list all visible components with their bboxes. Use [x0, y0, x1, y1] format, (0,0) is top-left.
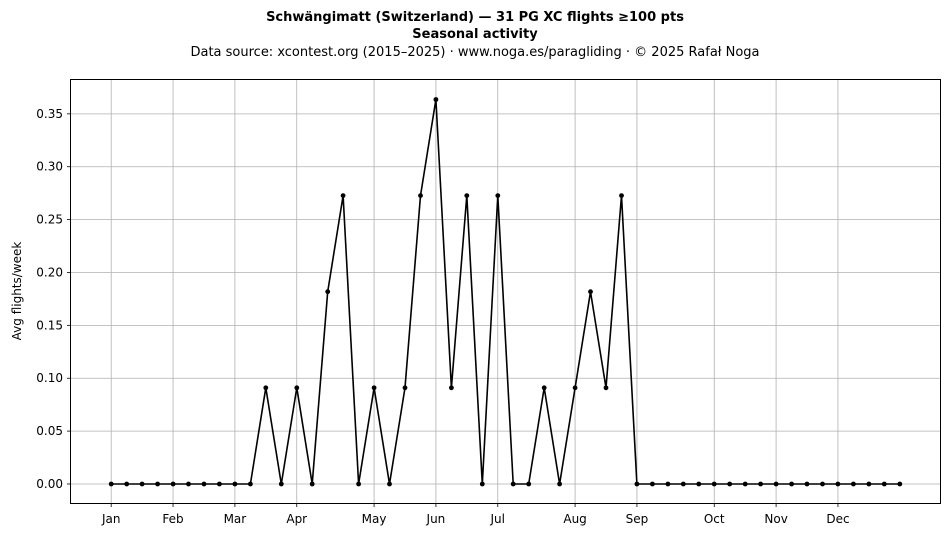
data-point [665, 481, 671, 487]
data-point [232, 481, 238, 487]
plot-frame [70, 79, 941, 504]
y-tick-label: 0.00 [36, 477, 63, 491]
data-point [727, 481, 733, 487]
data-point [851, 481, 856, 487]
data-point [773, 481, 779, 487]
data-point [479, 481, 485, 487]
data-point [170, 481, 176, 487]
y-tick-label: 0.30 [36, 160, 63, 174]
data-point [201, 481, 207, 487]
x-tick-label: Aug [563, 512, 586, 526]
x-tick-label: Nov [764, 512, 787, 526]
x-tick-label: Oct [704, 512, 725, 526]
x-tick-label: Jun [426, 512, 446, 526]
data-point [325, 289, 331, 295]
data-point [278, 481, 284, 487]
data-point [387, 481, 392, 487]
y-tick-label: 0.15 [36, 318, 63, 332]
y-tick-label: 0.35 [36, 107, 63, 121]
data-point [402, 385, 408, 391]
data-point [696, 481, 702, 487]
data-point [541, 385, 547, 391]
data-point [340, 193, 346, 199]
x-axis: Jan Feb Mar Apr May Jun Jul Aug Sep Oct Nov Dec [101, 503, 850, 526]
y-axis: 0.00 0.05 0.10 0.15 0.20 0.25 0.30 0.35 [36, 107, 71, 491]
data-point [449, 385, 454, 391]
data-point [356, 481, 361, 487]
data-point [634, 481, 640, 487]
data-point [124, 481, 130, 487]
data-point [789, 481, 794, 487]
data-point [371, 385, 377, 391]
data-point [804, 481, 810, 487]
data-point [711, 481, 717, 487]
data-point [619, 193, 624, 199]
x-tick-label: Jul [490, 512, 505, 526]
data-point [897, 481, 903, 487]
data-point [680, 481, 686, 487]
x-tick-label: Feb [162, 512, 183, 526]
chart-title: Schwängimatt (Switzerland) — 31 PG XC fl… [266, 10, 684, 25]
data-point [758, 481, 763, 487]
x-tick-label: Jan [101, 512, 121, 526]
data-point [557, 481, 562, 487]
data-point [572, 385, 578, 391]
y-tick-label: 0.20 [36, 265, 63, 279]
chart-subtitle: Seasonal activity [412, 27, 538, 42]
data-point [433, 97, 439, 102]
data-point [588, 289, 593, 295]
data-point [139, 481, 145, 487]
data-point [835, 481, 841, 487]
series-line [111, 98, 900, 485]
data-point [742, 481, 748, 487]
data-point [418, 193, 423, 199]
y-tick-label: 0.25 [36, 213, 63, 227]
data-point [217, 481, 222, 487]
data-point [526, 481, 532, 487]
y-tick-label: 0.05 [36, 424, 63, 438]
data-point [820, 481, 825, 487]
data-point [510, 481, 516, 487]
x-tick-label: Dec [826, 512, 849, 526]
data-point [186, 481, 191, 487]
data-point [155, 481, 161, 487]
x-tick-label: May [362, 512, 387, 526]
grid [71, 80, 940, 503]
data-point [881, 481, 887, 487]
x-tick-label: Sep [626, 512, 649, 526]
chart-source: Data source: xcontest.org (2015–2025) · … [190, 45, 759, 60]
data-point [495, 193, 501, 199]
x-tick-label: Apr [286, 512, 307, 526]
data-point [309, 481, 315, 487]
data-point [294, 385, 300, 391]
y-axis-label: Avg flights/week [10, 242, 24, 341]
plot-series [108, 97, 903, 487]
y-tick-label: 0.10 [36, 371, 63, 385]
x-tick-label: Mar [224, 512, 247, 526]
data-point [866, 481, 872, 487]
data-point [603, 385, 609, 391]
data-point [263, 385, 269, 391]
data-point [248, 481, 253, 487]
data-point [464, 193, 470, 199]
data-point [650, 481, 655, 487]
data-point [108, 481, 114, 487]
